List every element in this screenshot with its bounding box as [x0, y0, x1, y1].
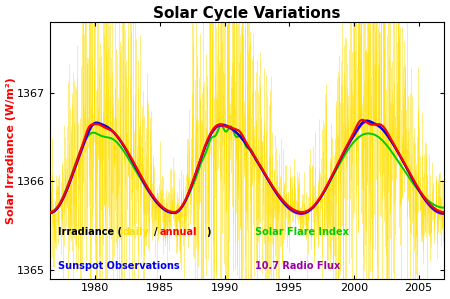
Text: Solar Flare Index: Solar Flare Index: [255, 228, 349, 237]
Text: 10.7 Radio Flux: 10.7 Radio Flux: [255, 261, 340, 271]
Text: Irradiance (: Irradiance (: [58, 228, 122, 237]
Text: /: /: [154, 228, 158, 237]
Text: daily: daily: [123, 228, 150, 237]
Text: ): ): [206, 228, 210, 237]
Y-axis label: Solar Irradiance (W/m²): Solar Irradiance (W/m²): [5, 77, 16, 224]
Text: Sunspot Observations: Sunspot Observations: [58, 261, 180, 271]
Title: Solar Cycle Variations: Solar Cycle Variations: [153, 6, 341, 21]
Text: annual: annual: [160, 228, 197, 237]
